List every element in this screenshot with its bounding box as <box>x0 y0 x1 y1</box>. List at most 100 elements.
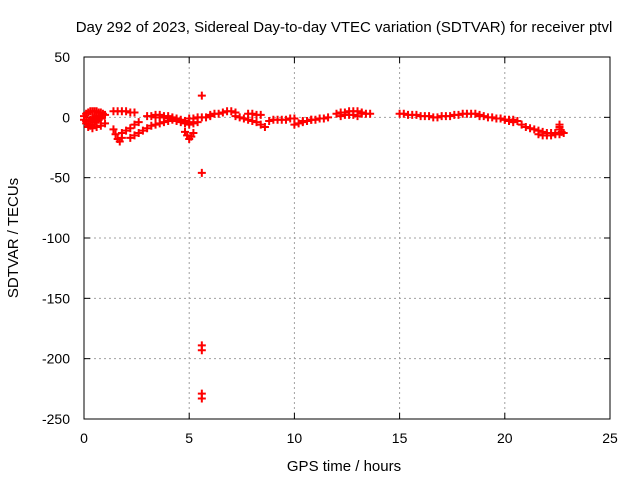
series-outliers <box>197 91 206 403</box>
data-point <box>294 119 303 128</box>
series-arc-15to16 <box>395 109 434 121</box>
data-point <box>307 115 316 124</box>
data-point <box>399 109 408 118</box>
data-point <box>155 110 164 119</box>
data-point <box>530 125 539 134</box>
x-tick-label: 0 <box>80 430 88 446</box>
x-tick-label: 15 <box>392 430 408 446</box>
y-tick-label: -50 <box>50 170 70 186</box>
data-point <box>126 124 135 133</box>
data-point <box>147 112 156 121</box>
data-point <box>446 112 455 121</box>
data-point <box>412 110 421 119</box>
data-point <box>526 124 535 133</box>
data-point <box>122 126 131 135</box>
data-point <box>111 130 120 139</box>
data-point <box>235 113 244 122</box>
data-point <box>92 122 101 131</box>
data-point <box>366 109 375 118</box>
data-point <box>239 114 248 123</box>
y-tick-label: 50 <box>54 49 70 65</box>
data-points <box>80 91 568 403</box>
data-point <box>189 114 198 123</box>
y-tick-label: -100 <box>42 230 70 246</box>
data-point <box>101 119 110 128</box>
x-tick-label: 25 <box>602 430 618 446</box>
data-point <box>180 119 189 128</box>
series-arc-dip5 <box>180 127 198 144</box>
data-point <box>471 109 480 118</box>
data-point <box>197 394 206 403</box>
data-point <box>298 118 307 127</box>
series-arc-16to17 <box>429 112 455 122</box>
data-point <box>336 112 345 121</box>
ticks-layer: 0 5 10 15 20 25 -250 -200 -150 -100 -50 0 50 <box>42 49 618 446</box>
data-point <box>218 108 227 117</box>
data-point <box>319 114 328 123</box>
x-tick-label: 20 <box>497 430 513 446</box>
series-arc-6to7 <box>206 107 240 119</box>
data-point <box>231 112 240 121</box>
series-arc-early-a <box>84 119 110 133</box>
data-point <box>109 125 118 134</box>
data-point <box>260 122 269 131</box>
data-point <box>248 116 257 125</box>
data-point <box>479 112 488 121</box>
x-tick-label: 5 <box>185 430 193 446</box>
data-point <box>172 116 181 125</box>
data-point <box>130 108 139 117</box>
data-point <box>176 118 185 127</box>
data-point <box>256 120 265 129</box>
data-point <box>197 346 206 355</box>
y-tick-label: -150 <box>42 290 70 306</box>
data-point <box>126 133 135 142</box>
series-arc-22end <box>555 120 566 136</box>
y-tick-label: 0 <box>62 109 70 125</box>
data-point <box>534 130 543 139</box>
data-point <box>197 91 206 100</box>
data-point <box>252 118 261 127</box>
y-tick-label: -250 <box>42 411 70 427</box>
data-point <box>130 120 139 129</box>
series-arc-11to12 <box>290 115 316 129</box>
data-point <box>433 113 442 122</box>
data-point <box>202 113 211 122</box>
data-point <box>509 115 518 124</box>
data-point <box>353 112 362 121</box>
data-point <box>256 110 265 119</box>
data-point <box>138 126 147 135</box>
data-point <box>248 109 257 118</box>
data-point <box>151 120 160 129</box>
series-arc-7to8 <box>231 112 269 131</box>
data-point <box>96 114 105 123</box>
data-point <box>227 107 236 116</box>
data-point <box>517 120 526 129</box>
y-axis-title: SDTVAR / TECUs <box>5 178 22 298</box>
data-point <box>143 124 152 133</box>
series-arc-12b <box>336 110 362 121</box>
series-arc-13to14 <box>357 109 375 118</box>
data-point <box>557 127 566 136</box>
data-point <box>290 120 299 129</box>
data-point <box>101 110 110 119</box>
data-point <box>265 116 274 125</box>
data-point <box>84 122 93 131</box>
x-tick-label: 10 <box>287 430 303 446</box>
data-point <box>425 112 434 121</box>
y-tick-label: -200 <box>42 351 70 367</box>
data-point <box>488 113 497 122</box>
data-point <box>454 110 463 119</box>
plot-frame <box>83 56 611 420</box>
data-point <box>332 109 341 118</box>
data-point <box>547 131 556 140</box>
series-arc-8to9 <box>244 109 265 119</box>
series-arc-20to21 <box>500 115 522 125</box>
series-arc-1to2 <box>109 107 139 117</box>
data-point <box>197 168 206 177</box>
data-point <box>117 129 126 138</box>
chart-title: Day 292 of 2023, Sidereal Day-to-day VTE… <box>76 19 613 36</box>
data-point <box>206 110 215 119</box>
data-point <box>496 114 505 123</box>
data-point <box>521 122 530 131</box>
